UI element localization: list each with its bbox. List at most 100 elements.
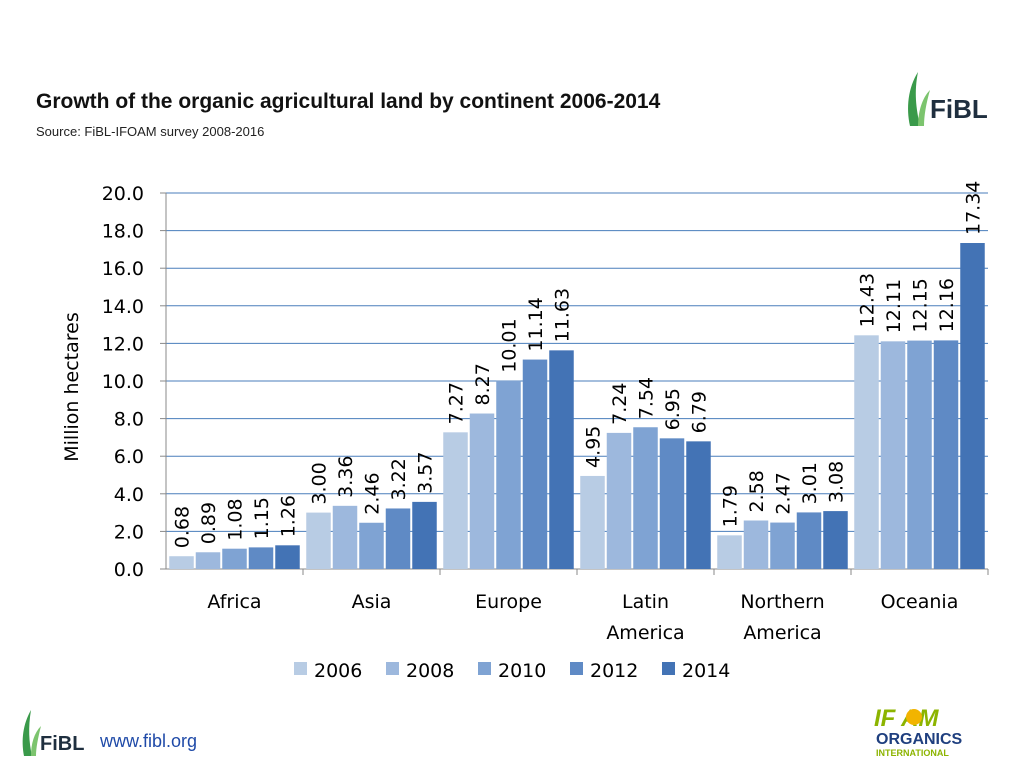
data-label: 3.08 [826, 461, 848, 503]
bar-2012-1 [385, 508, 411, 569]
bar-2008-5 [880, 341, 906, 569]
ifoam-logo: IF AM ORGANICS INTERNATIONAL [874, 705, 963, 758]
data-label: 1.08 [225, 498, 247, 540]
bar-2006-2 [443, 432, 468, 569]
data-label: 11.63 [552, 288, 574, 342]
data-label: 3.36 [335, 456, 357, 498]
y-tick-label: 6.0 [114, 446, 144, 468]
bar-2008-3 [606, 432, 632, 569]
fibl-logo-footer-text: FiBL [40, 733, 84, 755]
fibl-logo-footer: FiBL [22, 710, 84, 756]
bar-2010-2 [496, 380, 521, 569]
data-label: 12.15 [910, 278, 932, 332]
bar-2008-4 [743, 520, 769, 569]
data-label: 6.95 [662, 388, 684, 430]
legend-label: 2014 [682, 660, 730, 682]
x-tick-label: America [743, 622, 821, 644]
legend-label: 2012 [590, 660, 638, 682]
website-link[interactable]: www.fibl.org [100, 731, 198, 751]
y-tick-label: 16.0 [102, 258, 144, 280]
bar-2010-1 [359, 522, 384, 569]
y-tick-label: 14.0 [102, 296, 144, 318]
data-label: 1.79 [720, 485, 742, 527]
bar-2010-3 [633, 427, 658, 569]
y-tick-label: 0.0 [114, 559, 144, 581]
data-label: 4.95 [583, 426, 605, 468]
data-label: 3.01 [799, 462, 821, 504]
data-label: 3.57 [415, 452, 437, 494]
bar-2012-2 [522, 359, 548, 569]
legend-swatch-2014 [662, 662, 675, 675]
bar-2012-4 [796, 512, 822, 569]
legend-swatch-2008 [386, 662, 399, 675]
legend-swatch-2012 [570, 662, 583, 675]
x-tick-label: Oceania [881, 591, 959, 613]
data-label: 7.27 [446, 382, 468, 424]
data-label: 7.24 [609, 383, 631, 425]
data-label: 7.54 [636, 377, 658, 419]
data-label: 12.43 [857, 273, 879, 327]
data-label: 2.58 [746, 470, 768, 512]
x-tick-label: Europe [475, 591, 542, 613]
bar-2008-1 [332, 505, 358, 569]
bar-2006-1 [306, 512, 331, 569]
x-tick-label: Africa [207, 591, 261, 613]
ifoam-logo-line3: INTERNATIONAL [876, 748, 949, 758]
bar-2014-5 [960, 243, 985, 569]
ifoam-sun-icon [906, 709, 922, 725]
y-tick-label: 12.0 [102, 333, 144, 355]
legend-label: 2010 [498, 660, 546, 682]
data-label: 1.26 [278, 495, 300, 537]
bar-2008-0 [195, 552, 221, 569]
bar-2010-0 [222, 548, 247, 569]
y-tick-label: 20.0 [102, 183, 144, 205]
chart-source: Source: FiBL-IFOAM survey 2008-2016 [36, 124, 265, 139]
data-label: 17.34 [963, 181, 985, 235]
y-axis-label: Million hectares [61, 312, 83, 461]
data-label: 11.14 [525, 297, 547, 351]
bar-2006-5 [854, 335, 879, 569]
y-tick-label: 8.0 [114, 409, 144, 431]
fibl-leaf-icon-footer [22, 710, 32, 756]
bar-2014-2 [549, 350, 574, 569]
legend-label: 2008 [406, 660, 454, 682]
bar-2006-3 [580, 475, 605, 569]
y-tick-label: 18.0 [102, 221, 144, 243]
bar-2008-2 [469, 413, 495, 569]
x-tick-label: Latin [622, 591, 669, 613]
y-tick-label: 4.0 [114, 484, 144, 506]
bar-2012-0 [248, 547, 274, 569]
data-label: 12.11 [883, 279, 905, 333]
bar-2006-4 [717, 535, 742, 569]
data-label: 0.68 [172, 506, 194, 548]
legend-swatch-2010 [478, 662, 491, 675]
legend-label: 2006 [314, 660, 362, 682]
data-label: 3.22 [388, 458, 410, 500]
ifoam-logo-line2: ORGANICS [876, 731, 963, 748]
bar-2012-5 [933, 340, 959, 569]
bar-2006-0 [169, 556, 194, 569]
data-label: 8.27 [472, 363, 494, 405]
data-label: 2.46 [362, 472, 384, 514]
chart-title: Growth of the organic agricultural land … [36, 90, 661, 113]
bar-2012-3 [659, 438, 685, 569]
bar-2010-5 [907, 340, 932, 569]
y-tick-label: 10.0 [102, 371, 144, 393]
data-label: 3.00 [309, 462, 331, 504]
data-label: 12.16 [936, 278, 958, 332]
data-label: 6.79 [689, 391, 711, 433]
bar-2014-0 [275, 545, 300, 569]
bar-2014-1 [412, 501, 437, 569]
bar-2010-4 [770, 522, 795, 569]
bar-2014-4 [823, 511, 848, 569]
data-label: 1.15 [251, 497, 273, 539]
bar-2014-3 [686, 441, 711, 569]
x-tick-label: America [606, 622, 684, 644]
fibl-logo: FiBL [908, 72, 988, 126]
data-label: 0.89 [198, 502, 220, 544]
data-label: 2.47 [773, 472, 795, 514]
y-tick-label: 2.0 [114, 521, 144, 543]
data-label: 10.01 [499, 318, 521, 372]
x-tick-label: Asia [352, 591, 392, 613]
